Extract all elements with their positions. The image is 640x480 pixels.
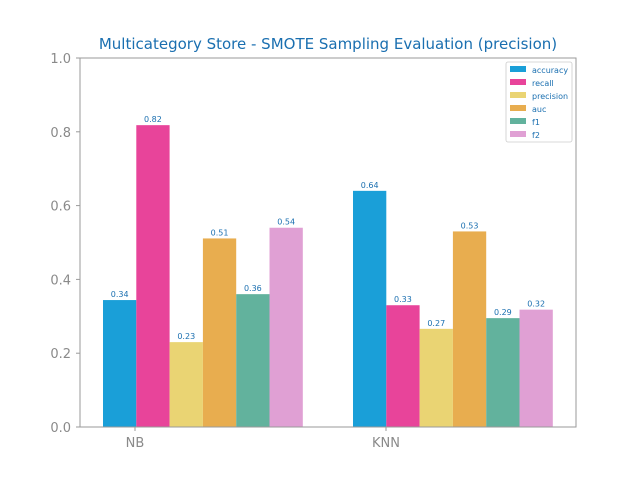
x-tick-label-nb: NB [126, 436, 145, 451]
bar-label-f1-nb: 0.36 [244, 284, 262, 293]
bar-label-recall-nb: 0.82 [144, 115, 162, 124]
bar-auc-knn [452, 231, 487, 427]
y-tick-label: 1.0 [50, 52, 71, 67]
bar-accuracy-nb [103, 300, 137, 427]
bar-label-f2-nb: 0.54 [277, 218, 295, 227]
bar-precision-nb [169, 342, 203, 427]
bar-accuracy-knn [353, 190, 387, 427]
legend-label-accuracy: accuracy [532, 66, 568, 75]
legend-label-precision: precision [532, 92, 568, 101]
legend: accuracy recall precision auc f1 f2 [505, 61, 573, 143]
x-axis: NB KNN [126, 427, 400, 451]
legend-label-recall: recall [532, 79, 554, 88]
bar-recall-knn [386, 305, 420, 427]
bar-label-accuracy-knn: 0.64 [361, 181, 379, 190]
legend-swatch-f1 [510, 118, 526, 124]
bar-f1-knn [486, 318, 520, 427]
legend-swatch-accuracy [510, 66, 526, 72]
y-tick-label: 0.8 [50, 126, 71, 141]
legend-label-auc: auc [532, 105, 546, 114]
bars-group: 0.34 0.82 0.23 0.51 0.36 0.54 0.64 0.33 0.27 0.53… [103, 115, 553, 428]
legend-swatch-precision [510, 92, 526, 98]
legend-label-f2: f2 [532, 131, 540, 140]
legend-swatch-f2 [510, 131, 526, 137]
bar-label-recall-knn: 0.33 [394, 295, 412, 304]
y-tick-label: 0.2 [50, 347, 71, 362]
bar-label-f2-knn: 0.32 [527, 300, 545, 309]
chart-title: Multicategory Store - SMOTE Sampling Eva… [99, 35, 557, 53]
bar-label-precision-nb: 0.23 [177, 332, 195, 341]
legend-swatch-recall [510, 79, 526, 85]
bar-label-precision-knn: 0.27 [427, 319, 445, 328]
bar-auc-nb [202, 238, 237, 427]
bar-f2-knn [519, 309, 553, 427]
bar-label-accuracy-nb: 0.34 [111, 290, 129, 299]
y-tick-label: 0.6 [50, 200, 71, 215]
y-tick-label: 0.4 [50, 273, 71, 288]
bar-recall-nb [136, 125, 170, 428]
bar-f2-nb [269, 227, 303, 427]
bar-precision-knn [419, 328, 453, 427]
legend-label-f1: f1 [532, 118, 540, 127]
plot-frame [79, 57, 577, 428]
bar-label-f1-knn: 0.29 [494, 308, 512, 317]
y-tick-label: 0.0 [50, 421, 71, 436]
bar-f1-nb [236, 294, 270, 427]
y-axis: 0.0 0.2 0.4 0.6 0.8 1.0 [50, 52, 80, 436]
x-tick-label-knn: KNN [372, 436, 400, 451]
legend-swatch-auc [510, 105, 526, 111]
bar-label-auc-knn: 0.53 [461, 221, 479, 230]
bar-label-auc-nb: 0.51 [211, 228, 229, 237]
